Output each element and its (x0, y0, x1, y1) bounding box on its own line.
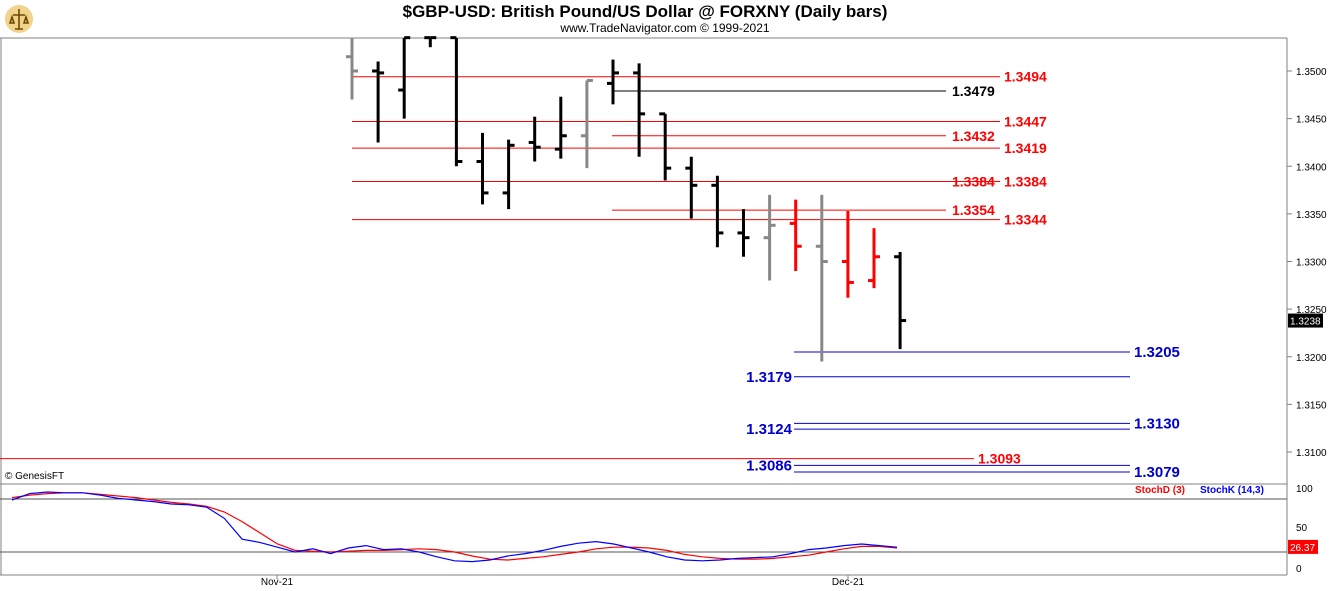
last-price-label: 1.3238 (1290, 317, 1321, 328)
price-bar-16 (763, 194, 776, 281)
level-label-11: 1.3130 (1134, 415, 1180, 432)
y-tick-label-0: 1.3100 (1296, 448, 1327, 459)
level-label-8: 1.3344 (1004, 212, 1047, 228)
price-bar-10 (607, 59, 619, 105)
price-bar-0 (346, 38, 358, 100)
price-bar-6 (502, 139, 515, 210)
legend-stochk: StochK (14,3) (1200, 485, 1264, 496)
y-tick-label-5: 1.3350 (1296, 210, 1327, 221)
price-bar-14 (711, 175, 724, 248)
level-label-0: 1.3494 (1004, 69, 1047, 85)
stoch-y-label-1: 50 (1296, 523, 1308, 534)
stoch-series-0 (11, 492, 898, 561)
stoch-y-label-2: 0 (1296, 564, 1302, 575)
last-price-box (1288, 313, 1323, 328)
price-bar-1 (372, 61, 385, 143)
stoch-layer: 100 50 0 26.37 (11, 484, 1318, 575)
level-label-12: 1.3124 (746, 421, 793, 438)
level-label-13: 1.3093 (978, 451, 1021, 467)
price-bar-3 (424, 36, 437, 48)
stoch-series-1 (11, 491, 898, 563)
chart-subtitle: www.TradeNavigator.com © 1999-2021 (560, 21, 770, 35)
price-bar-12 (659, 112, 672, 181)
stoch-last-label: 26.37 (1290, 543, 1315, 554)
price-bar-8 (554, 96, 567, 159)
stoch-y-label-0: 100 (1296, 484, 1313, 495)
level-label-3: 1.3432 (952, 128, 995, 144)
chart-title: $GBP-USD: British Pound/US Dollar @ FORX… (402, 2, 888, 21)
y-tick-label-3: 1.3250 (1296, 305, 1327, 316)
level-label-4: 1.3419 (1004, 140, 1047, 156)
price-bar-5 (476, 132, 489, 205)
y-tick-label-1: 1.3150 (1296, 400, 1327, 411)
price-bar-13 (685, 156, 698, 219)
y-tick-label-7: 1.3450 (1296, 115, 1327, 126)
level-label-15: 1.3079 (1134, 464, 1180, 481)
y-tick-label-8: 1.3500 (1296, 67, 1327, 78)
price-bar-20 (868, 228, 880, 289)
price-bar-11 (633, 63, 646, 157)
level-label-14: 1.3086 (746, 457, 792, 474)
level-label-10: 1.3179 (746, 369, 792, 386)
level-label-1: 1.3479 (952, 83, 995, 99)
level-label-7: 1.3354 (952, 202, 995, 218)
x-tick-label-1: Dec-21 (832, 577, 865, 588)
price-bar-21 (894, 251, 907, 350)
stoch-last-box (1288, 539, 1318, 554)
price-bar-19 (841, 211, 854, 298)
trade-navigator-logo-icon (5, 5, 33, 33)
bars-layer (346, 36, 907, 362)
level-label-9: 1.3205 (1134, 344, 1180, 361)
y-tick-label-6: 1.3400 (1296, 162, 1327, 173)
price-bar-17 (789, 199, 802, 272)
price-bar-7 (528, 116, 541, 162)
price-bar-2 (398, 36, 411, 119)
levels-layer: 1.3494 1.3479 1.3447 1.3432 1.3419 1.3384 1.33… (0, 69, 1180, 481)
level-label-2: 1.3447 (1004, 113, 1047, 129)
price-bar-18 (815, 194, 828, 362)
x-tick-label-0: Nov-21 (261, 577, 294, 588)
legend-stochd: StochD (3) (1135, 485, 1185, 496)
level-label-6: 1.3384 (1004, 173, 1047, 189)
genesis-watermark: © GenesisFT (5, 471, 64, 482)
price-bar-15 (737, 209, 750, 257)
axis-layer: 1.3100 1.3150 1.3200 1.3250 1.3300 1.3350 1.34… (261, 67, 1327, 588)
y-tick-label-4: 1.3300 (1296, 258, 1327, 269)
price-bar-9 (580, 79, 593, 169)
price-bar-4 (450, 36, 463, 167)
y-tick-label-2: 1.3200 (1296, 353, 1327, 364)
